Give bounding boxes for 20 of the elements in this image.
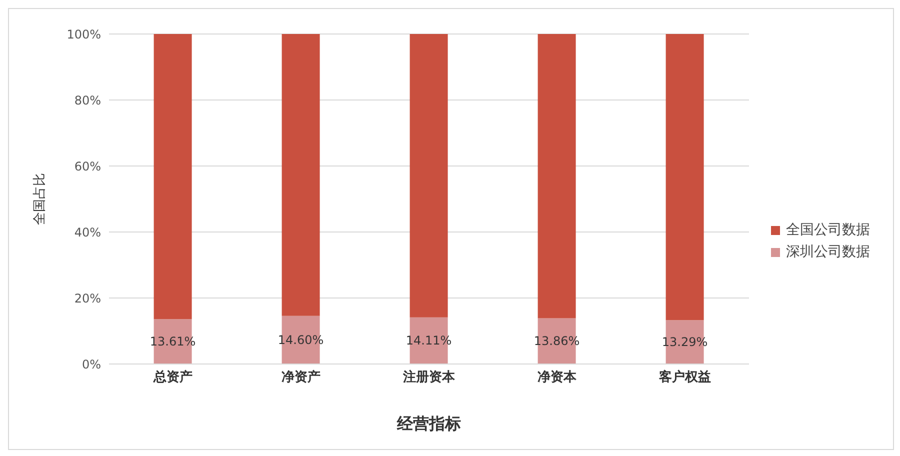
x-axis-title: 经营指标: [396, 414, 461, 433]
x-tick-label: 客户权益: [658, 369, 711, 386]
bar: [538, 34, 576, 318]
x-tick-label: 总资产: [152, 369, 192, 386]
bar: [410, 34, 448, 318]
y-tick-label: 80%: [74, 93, 101, 108]
bar: [282, 34, 320, 316]
y-tick-label: 100%: [66, 27, 101, 42]
legend-label: 全国公司数据: [786, 221, 870, 239]
y-axis-title: 全国占比: [32, 173, 48, 225]
x-tick-label: 净资产: [282, 369, 320, 386]
bar: [666, 34, 704, 320]
y-tick-label: 0%: [82, 357, 101, 372]
y-tick-label: 20%: [74, 291, 101, 306]
bar: [154, 34, 192, 320]
y-tick-label: 40%: [74, 225, 101, 240]
x-tick-label: 净资本: [538, 370, 578, 386]
legend-label: 深圳公司数据: [786, 243, 870, 261]
x-tick-label: 注册资本: [402, 369, 456, 386]
y-tick-label: 60%: [74, 159, 101, 174]
